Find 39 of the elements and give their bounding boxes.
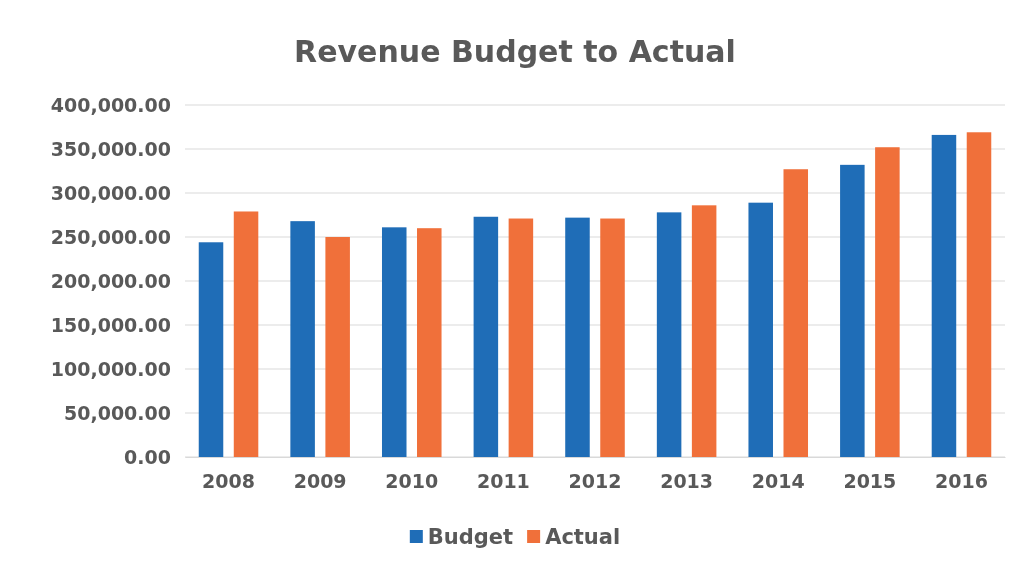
x-tick-label: 2014 (751, 470, 805, 493)
bar (417, 228, 442, 457)
bar (875, 147, 900, 457)
x-tick-label: 2008 (202, 470, 255, 493)
x-tick-label: 2012 (568, 470, 622, 493)
y-tick-label: 50,000.00 (64, 401, 171, 424)
bar (325, 237, 350, 457)
y-tick-label: 300,000.00 (50, 181, 171, 204)
bar (691, 205, 717, 457)
y-tick-label: 0.00 (124, 445, 171, 468)
bar (381, 227, 407, 457)
bar (966, 132, 992, 457)
bar (565, 217, 590, 457)
x-tick-label: 2016 (935, 470, 988, 493)
bar (656, 212, 682, 457)
y-tick-label: 250,000.00 (50, 225, 171, 248)
bar (290, 221, 315, 457)
x-tick-label: 2013 (660, 470, 714, 493)
legend-label: Actual (545, 525, 621, 549)
bar (600, 218, 625, 457)
bar (931, 134, 957, 457)
bar (840, 164, 865, 457)
y-tick-label: 350,000.00 (50, 137, 171, 160)
y-tick-label: 400,000.00 (50, 93, 171, 116)
x-tick-label: 2015 (843, 470, 897, 493)
y-tick-label: 200,000.00 (50, 269, 171, 292)
bar (508, 218, 534, 457)
y-tick-label: 150,000.00 (50, 313, 171, 336)
x-tick-label: 2010 (385, 470, 439, 493)
bar (233, 211, 259, 457)
bar (198, 242, 224, 457)
legend-label: Budget (427, 525, 514, 549)
bar (783, 169, 809, 457)
bar (473, 216, 499, 457)
bar (748, 202, 773, 457)
chart-title: Revenue Budget to Actual (294, 34, 736, 69)
x-tick-label: 2009 (293, 470, 347, 493)
y-tick-label: 100,000.00 (50, 357, 171, 380)
x-tick-label: 2011 (476, 470, 530, 493)
